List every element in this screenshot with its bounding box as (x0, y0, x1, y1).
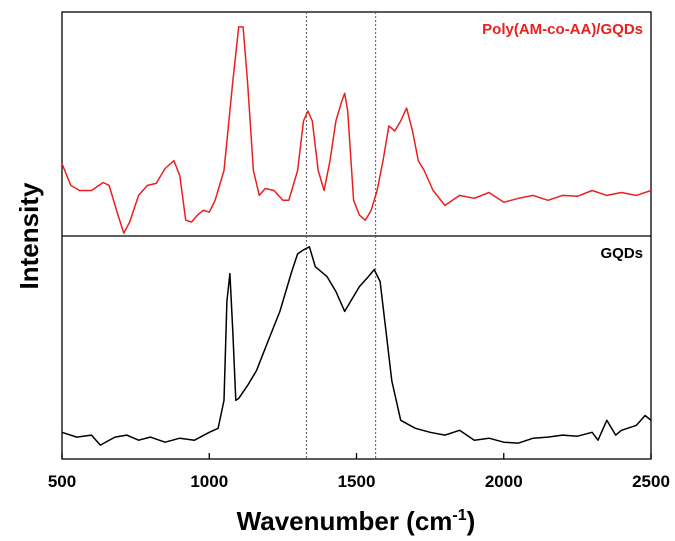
legend-label: GQDs (600, 245, 643, 262)
x-axis-label: Wavenumber (cm-1) (237, 506, 476, 536)
spectrum-line (61, 246, 652, 446)
x-tick-label: 2500 (632, 472, 670, 491)
x-tick-label: 1500 (338, 472, 376, 491)
x-tick-label: 1000 (190, 472, 228, 491)
y-axis-label: Intensity (14, 182, 44, 289)
legend-label: Poly(AM-co-AA)/GQDs (482, 21, 643, 38)
x-tick-label: 2000 (485, 472, 523, 491)
x-axis-label-sup: -1 (452, 507, 466, 524)
spectrum-line (61, 26, 652, 234)
x-axis-label-main: Wavenumber (cm (237, 506, 453, 536)
x-tick-label: 500 (48, 472, 76, 491)
x-axis-label-end: ) (467, 506, 476, 536)
